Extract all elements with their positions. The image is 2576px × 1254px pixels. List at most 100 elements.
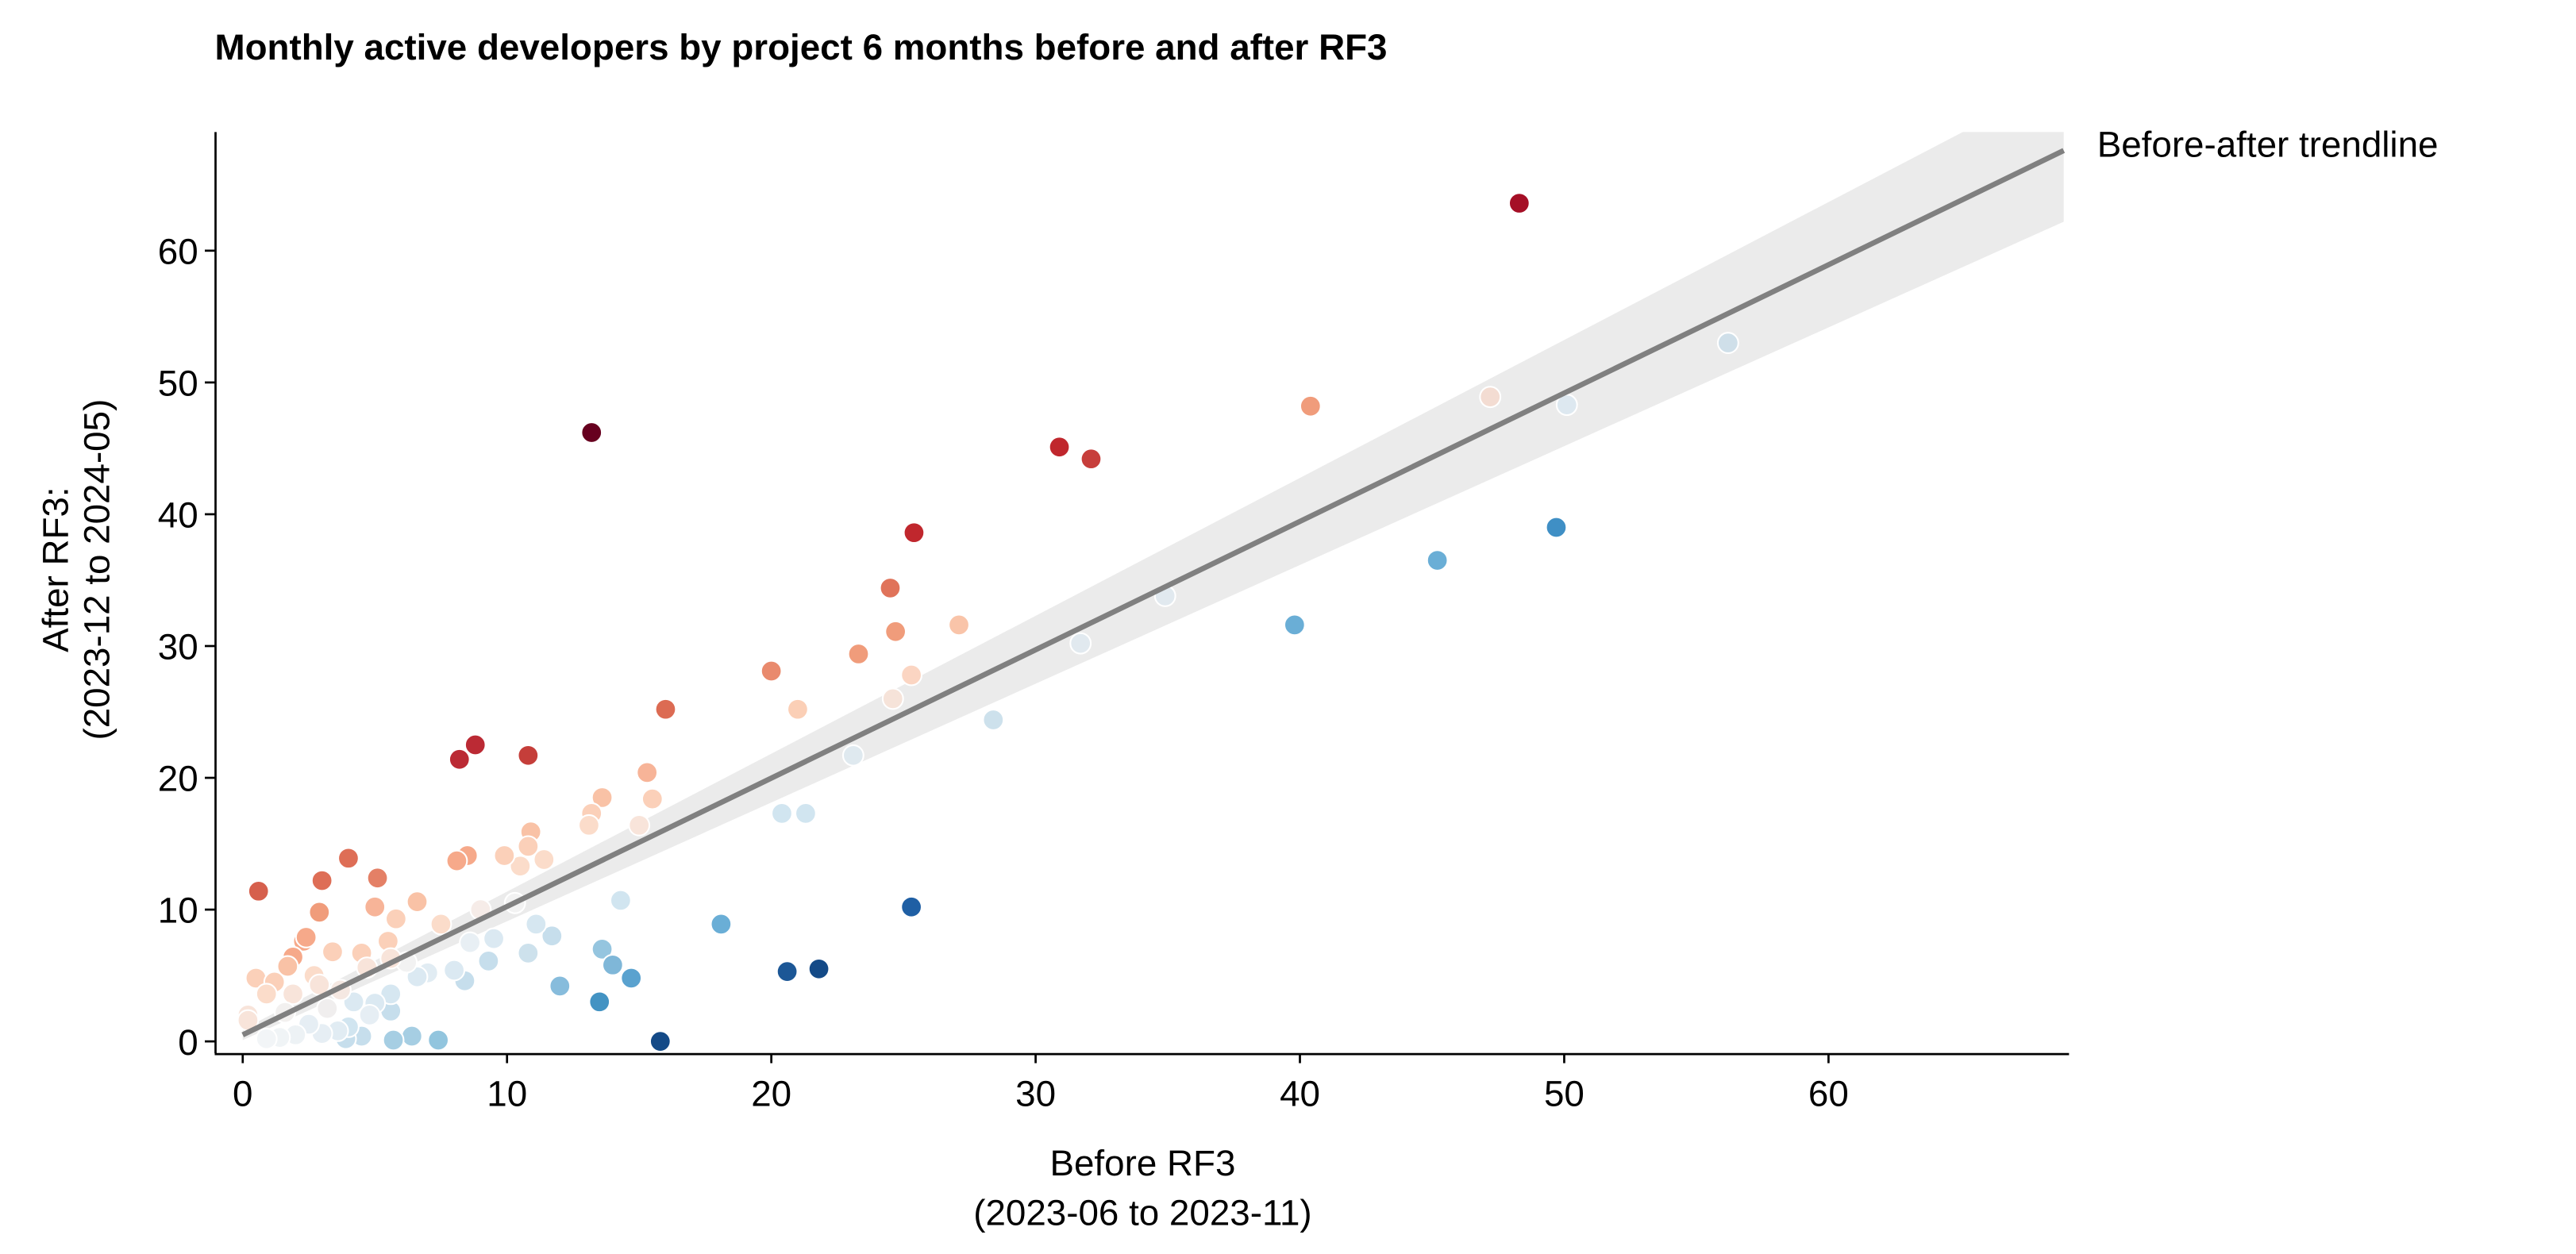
chart-title: Monthly active developers by project 6 m…: [214, 27, 1387, 67]
trendline: [241, 148, 2066, 1037]
y-tick-label: 30: [158, 627, 198, 667]
data-point: [641, 787, 664, 810]
data-point: [760, 660, 783, 683]
data-point: [247, 879, 270, 902]
data-point: [549, 975, 572, 998]
data-point: [445, 849, 468, 872]
y-tick-label: 20: [158, 759, 198, 799]
data-point: [464, 733, 487, 756]
data-point: [1048, 436, 1071, 459]
trendline-label: Before-after trendline: [2097, 125, 2439, 165]
y-tick-label: 50: [158, 364, 198, 404]
data-point: [841, 744, 864, 767]
data-point: [636, 761, 659, 784]
data-point: [525, 913, 548, 936]
data-point: [620, 967, 643, 990]
data-point: [1080, 448, 1103, 471]
data-point: [517, 835, 540, 858]
data-point: [591, 787, 614, 809]
data-point: [255, 983, 278, 1006]
data-point: [1507, 192, 1531, 215]
data-point: [448, 748, 471, 771]
data-point: [1069, 632, 1092, 655]
data-point: [884, 620, 907, 643]
data-point: [771, 802, 793, 825]
data-point: [654, 698, 677, 721]
x-axis-label-line2: (2023-06 to 2023-11): [973, 1192, 1311, 1233]
data-point: [459, 931, 482, 954]
x-tick-label: 10: [487, 1074, 527, 1114]
data-point: [483, 927, 505, 950]
data-point: [384, 907, 407, 930]
x-tick-label: 40: [1280, 1074, 1320, 1114]
data-point: [406, 890, 429, 914]
x-tick-label: 20: [751, 1074, 791, 1114]
y-tick-label: 40: [158, 495, 198, 536]
data-point: [1716, 332, 1739, 355]
data-point: [517, 744, 540, 767]
x-axis-label-line1: Before RF3: [1049, 1143, 1235, 1183]
data-point: [786, 698, 809, 721]
data-point: [308, 901, 331, 924]
y-axis-label-line2: (2023-12 to 2024-05): [76, 399, 117, 740]
points-group: [237, 192, 1739, 1053]
data-point: [628, 814, 651, 837]
data-point: [879, 576, 902, 599]
data-point: [382, 1029, 405, 1052]
x-ticks: 0 10 20 30 40 50 60: [233, 1053, 1849, 1114]
data-point: [400, 1025, 423, 1048]
data-point: [358, 1003, 381, 1026]
data-point: [710, 913, 733, 936]
x-tick-label: 50: [1544, 1074, 1584, 1114]
data-point: [429, 913, 452, 936]
data-point: [1479, 386, 1502, 409]
data-point: [1283, 614, 1306, 637]
x-tick-label: 60: [1808, 1074, 1849, 1114]
data-point: [364, 895, 387, 918]
data-point: [517, 941, 540, 964]
data-point: [776, 960, 799, 983]
y-ticks: 0 10 20 30 40 50 60: [158, 231, 215, 1063]
data-point: [881, 687, 904, 710]
data-point: [310, 869, 333, 892]
data-point: [1426, 549, 1449, 571]
data-point: [427, 1029, 450, 1052]
data-point: [493, 844, 516, 867]
data-point: [1299, 394, 1322, 417]
data-point: [847, 643, 870, 665]
data-point: [903, 521, 926, 544]
x-tick-label: 0: [233, 1074, 252, 1114]
data-point: [900, 664, 923, 687]
data-point: [276, 955, 299, 978]
data-point: [255, 1027, 278, 1050]
y-tick-label: 10: [158, 890, 198, 931]
data-point: [588, 991, 611, 1014]
y-tick-label: 60: [158, 231, 198, 271]
x-tick-label: 30: [1015, 1074, 1056, 1114]
data-point: [649, 1030, 672, 1053]
data-point: [295, 926, 318, 948]
data-point: [580, 421, 603, 444]
data-point: [322, 940, 344, 964]
data-point: [591, 937, 614, 960]
data-point: [601, 953, 624, 976]
data-point: [948, 614, 970, 637]
data-point: [282, 983, 304, 1006]
data-point: [316, 997, 339, 1020]
data-point: [509, 855, 532, 878]
data-point: [443, 959, 466, 982]
data-point: [807, 957, 830, 980]
trendline-group: [241, 148, 2066, 1037]
data-point: [1545, 516, 1568, 539]
data-point: [337, 847, 360, 870]
data-point: [982, 709, 1005, 731]
y-axis-label-line1: After RF3:: [35, 487, 75, 652]
data-point: [900, 895, 923, 918]
data-point: [541, 925, 564, 948]
data-point: [794, 802, 817, 825]
data-point: [366, 867, 389, 890]
data-point: [577, 814, 600, 837]
data-point: [477, 949, 500, 972]
data-point: [533, 848, 556, 871]
